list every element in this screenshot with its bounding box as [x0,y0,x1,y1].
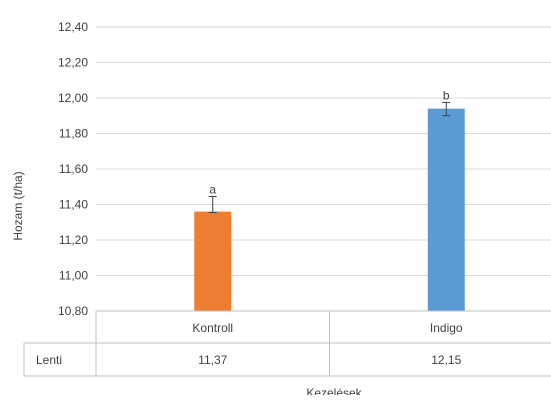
bars [194,109,465,311]
y-tick-label: 11,00 [59,269,88,283]
table-row-label: Lenti [36,353,62,367]
error-bars [209,102,451,212]
grid-lines [96,27,551,276]
bar-indigo [428,109,465,311]
data-table: Kontroll 11,37 Indigo 12,15 Lenti [24,311,551,376]
y-tick-label: 11,80 [59,127,88,141]
table-cell-indigo: 12,15 [431,353,461,367]
table-cell-kontroll: 11,37 [198,353,227,367]
y-tick-label: 10,80 [58,304,88,318]
x-axis-label: Kezelések [306,386,362,395]
x-tick-label-indigo: Indigo [430,321,463,335]
significance-letter-indigo: b [443,88,450,102]
y-tick-label: 11,40 [59,198,88,212]
y-tick-label: 12,20 [58,56,88,70]
x-tick-label-kontroll: Kontroll [192,321,233,335]
y-tick-label: 11,60 [59,162,88,176]
y-tick-label: 12,00 [58,91,88,105]
significance-letter-kontroll: a [209,183,216,197]
significance-letters: ab [209,88,450,196]
y-axis-label: Hozam (t/ha) [11,171,25,240]
bar-kontroll [194,212,231,311]
y-tick-labels: 10,80 11,00 11,20 11,40 11,60 11,80 12,00 12,20… [58,20,88,318]
y-tick-label: 11,20 [59,233,88,247]
y-tick-label: 12,40 [58,20,88,34]
